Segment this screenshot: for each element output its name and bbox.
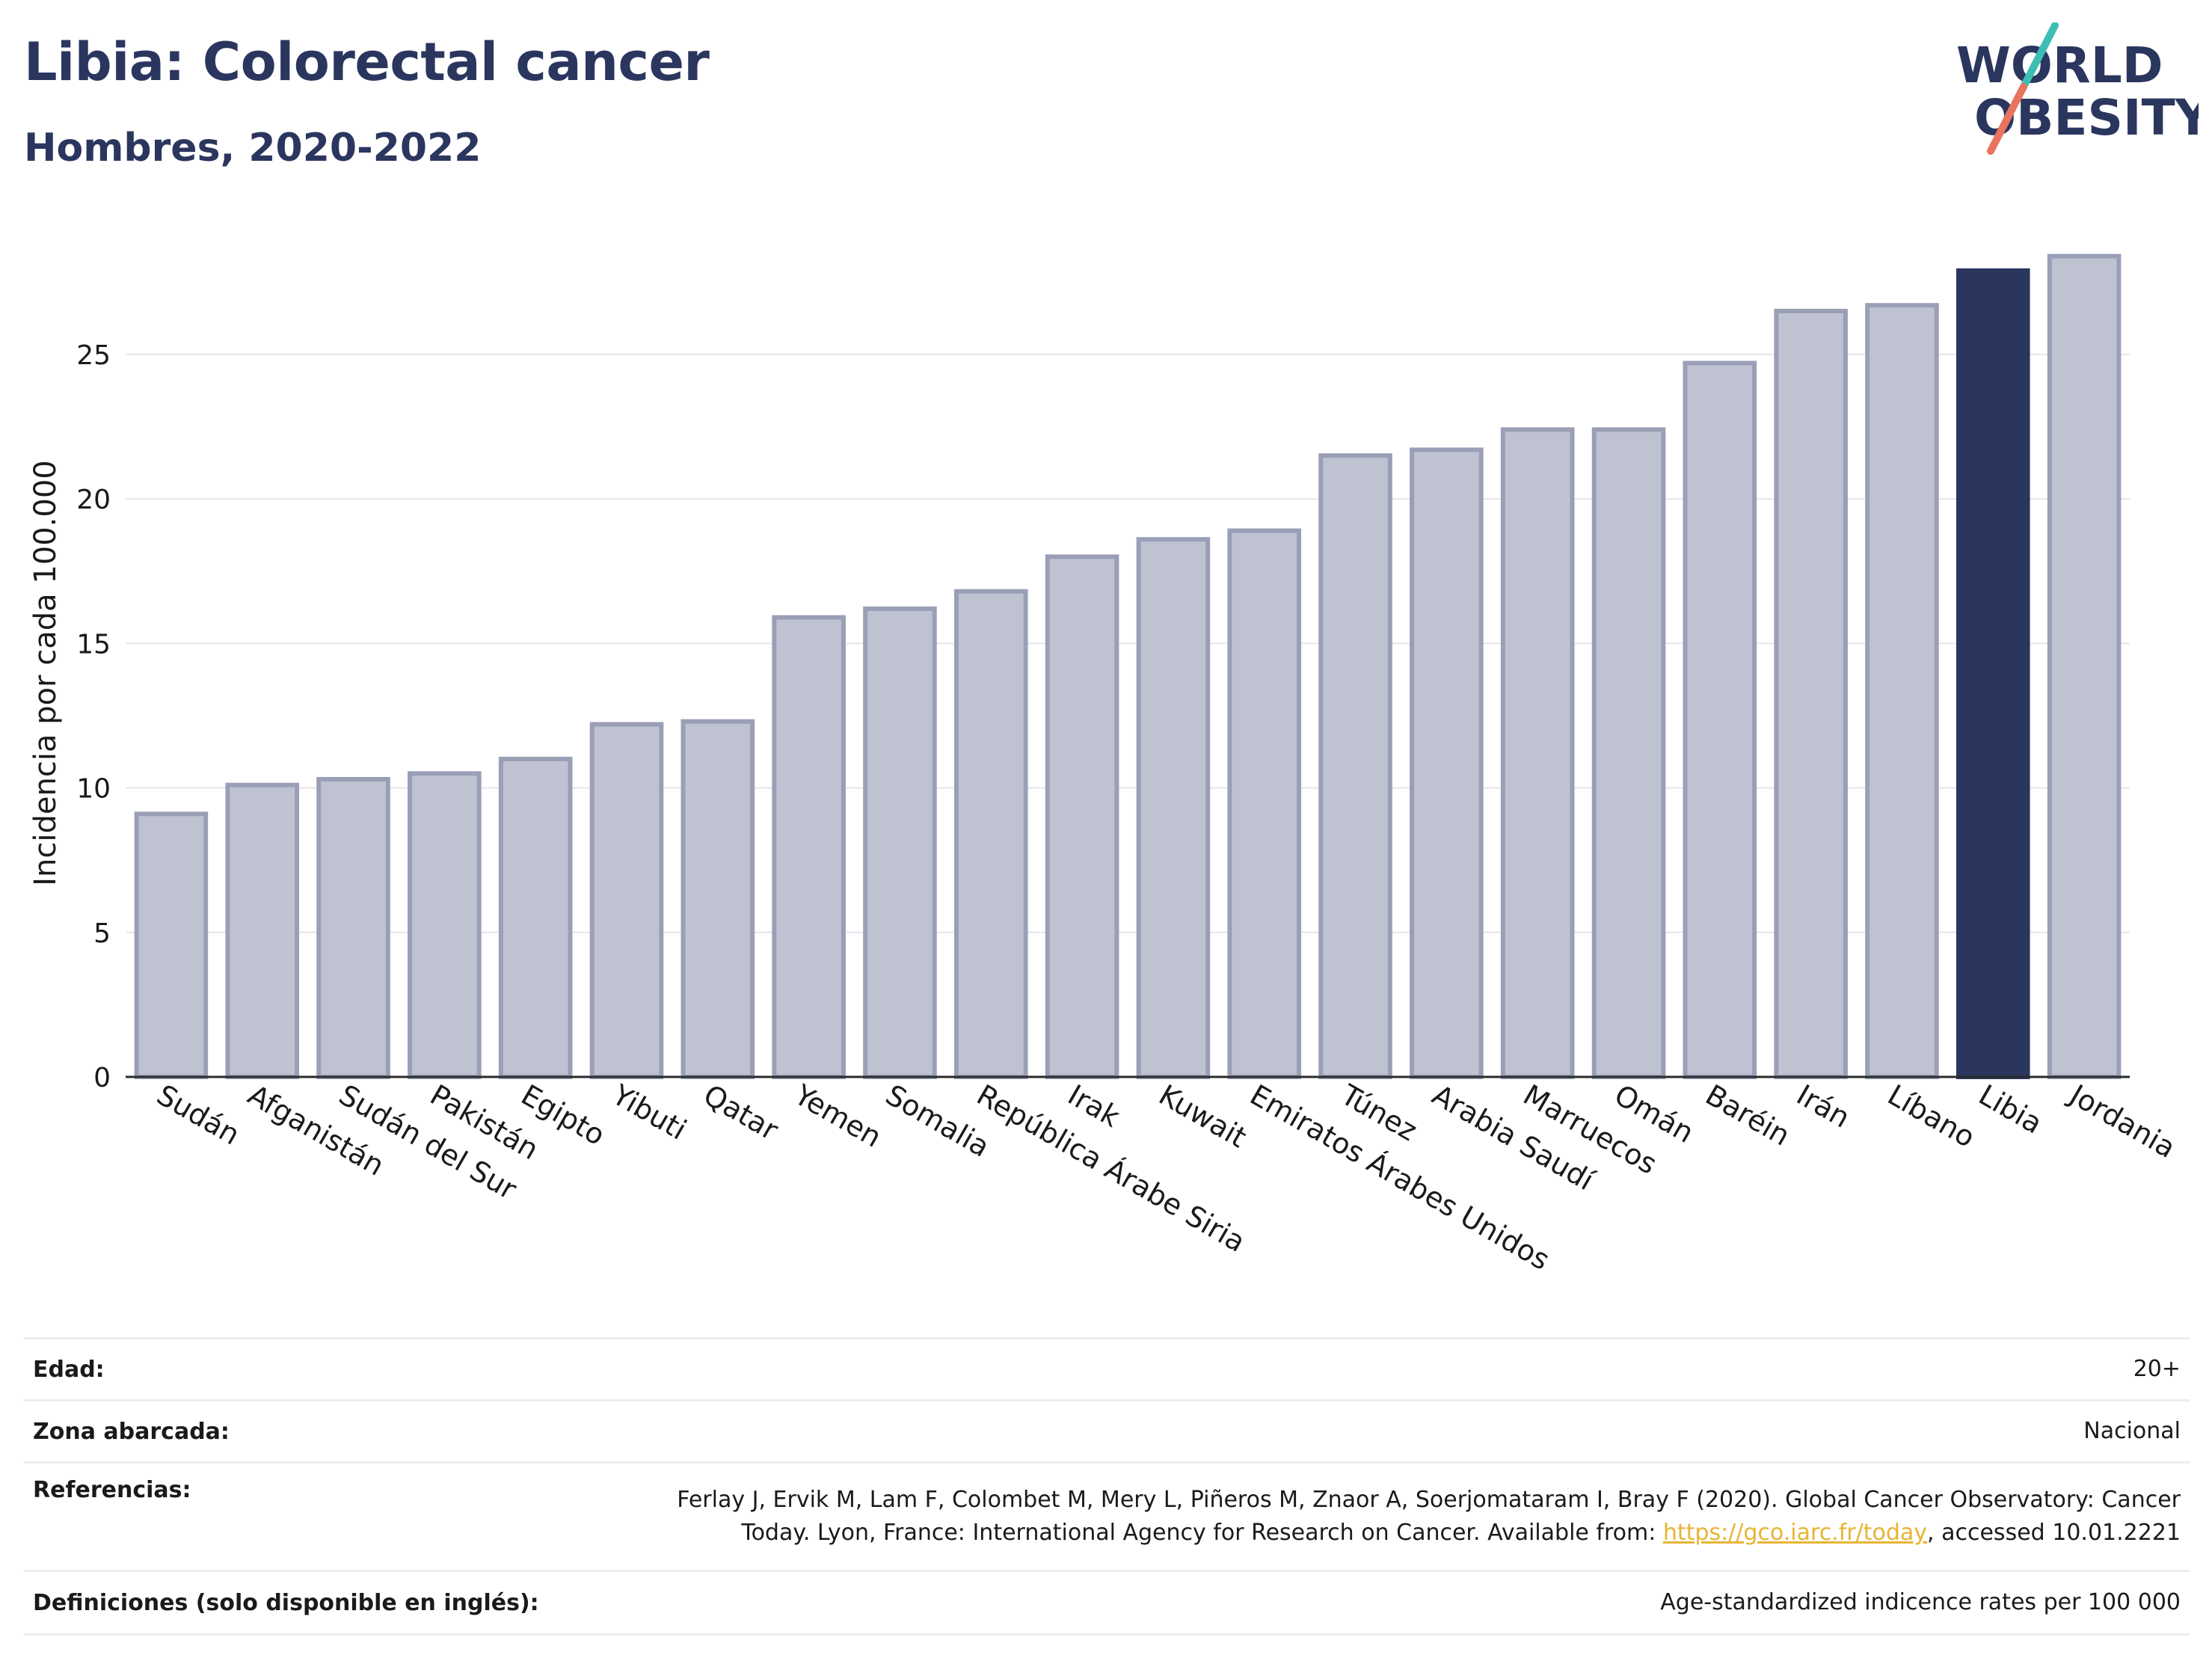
bar-sudán-del-sur [316,776,390,1080]
bar-irak [1045,554,1119,1079]
reference-line-2-pre: Today. Lyon, France: International Agenc… [741,1520,1663,1546]
bar-irán [1774,308,1848,1079]
bar-baréin [1683,360,1757,1080]
logo-slash-coral [1987,83,2027,155]
x-tick-label: Sudán [151,1078,245,1152]
x-tick-label: Irán [1791,1078,1855,1134]
reference-line-2-post: , accessed 10.01.2221 [1927,1520,2181,1546]
y-axis-label: Incidencia por cada 100.000 [28,460,63,886]
meta-row-age: Edad: 20+ [24,1337,2190,1401]
world-obesity-logo: WORLD OBESITY [1956,22,2199,155]
page-title: Libia: Colorectal cancer [24,31,710,93]
meta-value-references: Ferlay J, Ervik M, Lam F, Colombet M, Me… [640,1461,2190,1571]
reference-link[interactable]: https://gco.iarc.fr/today [1662,1520,1928,1546]
y-tick-label: 20 [76,485,111,515]
x-tick-label: Qatar [698,1078,784,1147]
logo-word-world: WORLD [1956,37,2163,94]
y-tick-label: 10 [76,774,111,805]
y-tick-label: 15 [76,629,111,660]
logo-slash-teal [2020,22,2059,90]
bar-egipto [498,756,573,1080]
bar-kuwait [1136,537,1211,1079]
meta-key: Referencias: [24,1461,640,1571]
y-tick-label: 5 [93,918,111,949]
bar-yibuti [589,722,664,1079]
reference-line-1: Ferlay J, Ervik M, Lam F, Colombet M, Me… [677,1487,2181,1513]
x-tick-label: Somalia [880,1078,995,1164]
x-tick-label: Líbano [1882,1078,1981,1154]
x-tick-label: Irak [1063,1078,1125,1134]
bar-yemen [772,615,846,1079]
bar-jordania [2047,254,2122,1080]
y-axis-ticks: 0 5 10 15 20 25 [76,340,111,1093]
bar-omán [1591,427,1666,1080]
x-tick-label: Jordania [2063,1078,2181,1164]
x-tick-label: Yibuti [606,1078,692,1146]
bar-libia [1956,268,2030,1079]
meta-value: Age-standardized indicence rates per 100… [640,1570,2190,1636]
bar-túnez [1318,453,1392,1080]
meta-key: Zona abarcada: [24,1399,640,1463]
meta-key: Definiciones (solo disponible en inglés)… [24,1570,640,1636]
bar-arabia-saudí [1410,447,1484,1080]
x-tick-label: Yemen [788,1078,887,1154]
meta-key: Edad: [24,1337,640,1401]
page-subtitle: Hombres, 2020-2022 [24,126,482,171]
meta-row-definitions: Definiciones (solo disponible en inglés)… [24,1570,2190,1636]
meta-value: Nacional [640,1399,2190,1463]
x-tick-label: Libia [1973,1078,2048,1140]
bar-somalia [863,606,937,1079]
metadata-table: Edad: 20+ Zona abarcada: Nacional Refere… [24,1337,2190,1636]
bar-qatar [681,719,755,1079]
meta-row-references: Referencias: Ferlay J, Ervik M, Lam F, C… [24,1461,2190,1571]
bar-pakistán [408,771,482,1080]
meta-value: 20+ [640,1337,2190,1401]
bar-república-árabe-siria [953,589,1028,1079]
bar-afganistán [225,782,300,1079]
bar-emiratos-árabes-unidos [1227,528,1302,1079]
bars [134,254,2122,1080]
bar-sudán [134,811,209,1079]
x-tick-label: Baréin [1700,1078,1795,1152]
x-tick-label: Kuwait [1153,1078,1252,1155]
y-tick-label: 25 [76,340,111,371]
bar-líbano [1865,303,1939,1080]
y-tick-label: 0 [93,1063,111,1093]
bar-marruecos [1500,427,1575,1080]
meta-row-area: Zona abarcada: Nacional [24,1399,2190,1463]
